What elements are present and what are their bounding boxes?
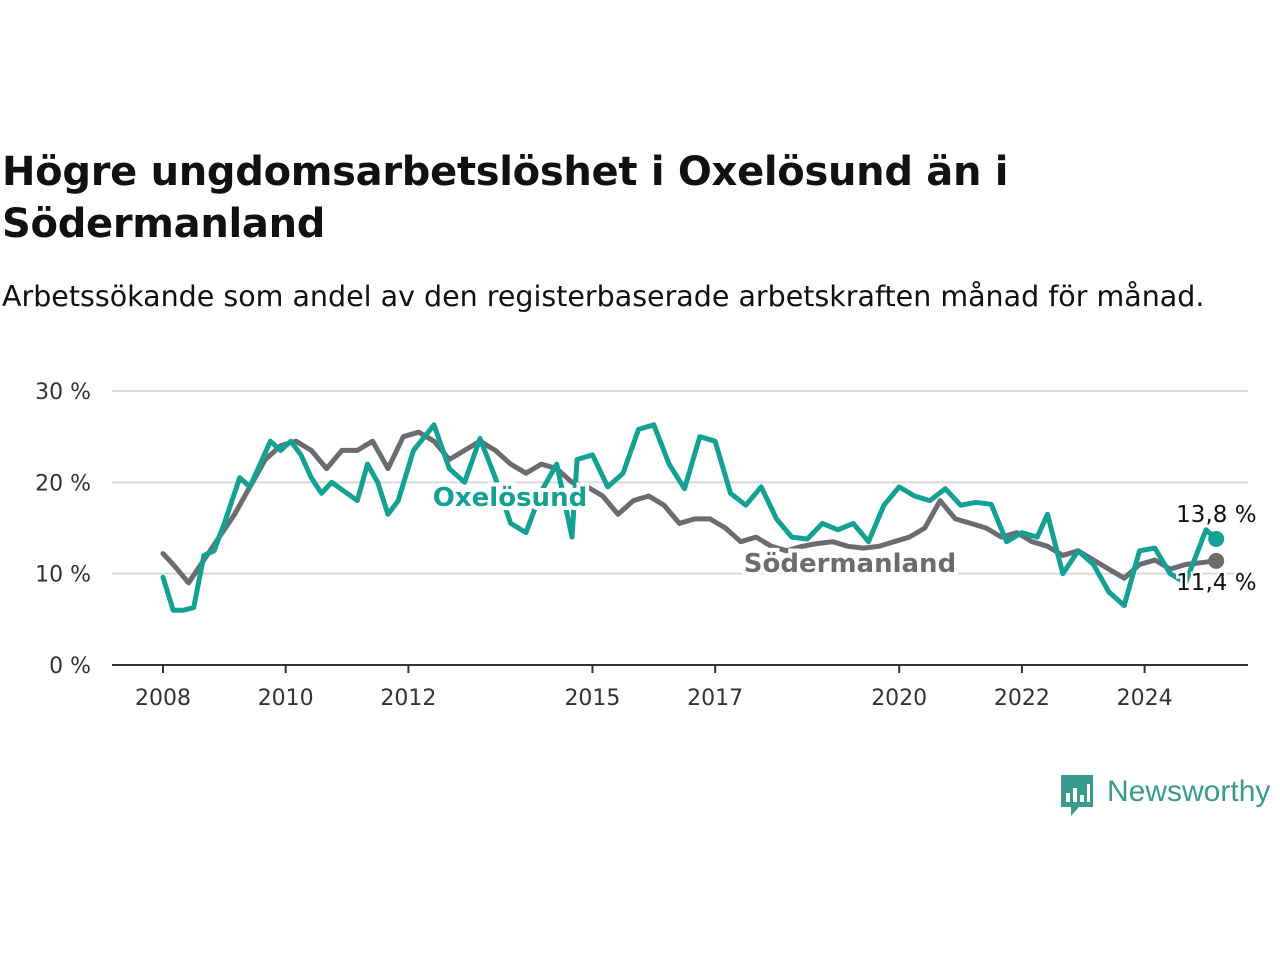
x-tick-label: 2024 (1117, 686, 1173, 711)
series-line-sdermanland (160, 429, 1219, 586)
series-label-oxelsund: Oxelösund (433, 483, 587, 513)
y-tick-label: 30 % (35, 380, 91, 405)
brand-name: Newsworthy (1107, 775, 1271, 808)
series-end-value-label: 11,4 % (1176, 570, 1256, 596)
x-tick-label: 2010 (258, 686, 314, 711)
x-tick-label: 2017 (687, 686, 743, 711)
chart-title: Högre ungdomsarbetslöshet i Oxelösund än… (2, 149, 1009, 247)
x-tick-label: 2012 (380, 686, 436, 711)
series-end-marker (1208, 530, 1225, 547)
x-tick-label: 2022 (994, 686, 1050, 711)
series-line-oxelsund (160, 422, 1219, 613)
x-tick-label: 2015 (564, 686, 620, 711)
y-tick-label: 10 % (35, 563, 91, 588)
chart-subtitle: Arbetssökande som andel av den registerb… (2, 280, 1205, 313)
x-tick-label: 2020 (871, 686, 927, 711)
x-tick-label: 2008 (135, 686, 191, 711)
y-tick-label: 20 % (35, 471, 91, 496)
y-tick-label: 0 % (49, 654, 91, 679)
line-chart: 0 % 10 % 20 % 30 % 2008 2010 2012 2015 2017 2020 2… (35, 380, 1259, 711)
series-end-marker (1208, 552, 1225, 569)
series-end-value-label: 13,8 % (1176, 502, 1256, 528)
series-label-sdermanland: Södermanland (744, 549, 956, 579)
newsworthy-logo-icon (1061, 775, 1093, 816)
